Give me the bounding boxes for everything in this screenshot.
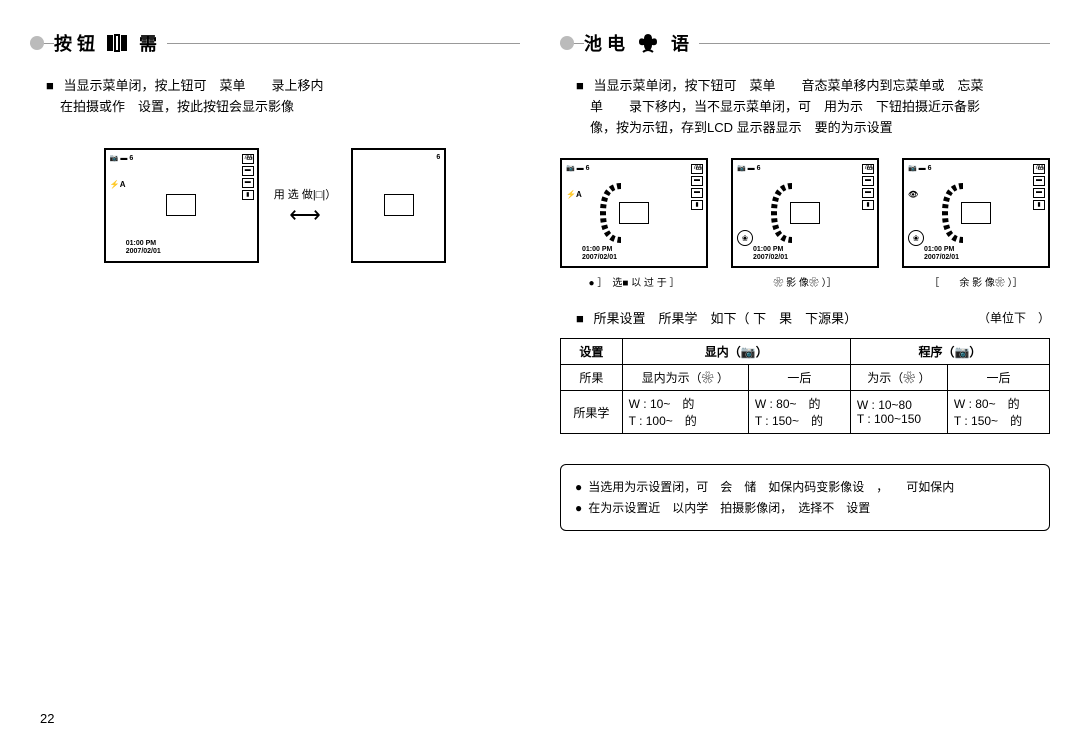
left-title: 按 钮 bbox=[54, 30, 95, 56]
th-auto: 显内（📷） bbox=[622, 339, 850, 365]
left-column: 按 钮 需 当显示菜单闭，按上钮可 菜单 录上移内 在拍摄或作 设置，按此按钮会… bbox=[30, 30, 520, 531]
left-bullet-1: 当显示菜单闭，按上钮可 菜单 录上移内 在拍摄或作 设置，按此按钮会显示影像 bbox=[30, 76, 520, 118]
caption-1: ● ］ 选■ 以 过 于 ］ bbox=[560, 274, 708, 289]
macro-indicator-1: ❀ bbox=[737, 230, 753, 246]
right-screens: 📷 ▬ 6▭ ⚡A 7M▬▬▮ 01:00 PM2007/02/01 📷 ▬ 6… bbox=[560, 158, 1050, 268]
right-bullet-1: 当显示菜单闭，按下钮可 菜单 音态菜单移内到忘菜单或 忘菜 单 录下移内，当不显… bbox=[560, 76, 1050, 138]
arrow-caption: 用 选 做|□|） bbox=[274, 186, 336, 202]
row2-label: 所果学 bbox=[561, 391, 623, 434]
bidir-arrow-icon: ⟷ bbox=[274, 202, 336, 228]
note-1: 当选用为示设置闭，可 会 储 如保内码变影像设 ， 可如保内 bbox=[575, 477, 1035, 497]
row1-label: 所果 bbox=[561, 365, 623, 391]
spec-table: 设置 显内（📷） 程序（📷） 所果 显内为示（❀ ） 一后 为示（❀ ） 一后 … bbox=[560, 338, 1050, 434]
display-icon bbox=[105, 34, 129, 52]
caption-3: ［ 余 影 像❀ ）］ bbox=[902, 274, 1050, 289]
note-2: 在为示设置近 以内学 拍摄影像闭， 选择不 设置 bbox=[575, 498, 1035, 518]
caption-2: ❀ 影 像❀ ）］ bbox=[731, 274, 879, 289]
note-box: 当选用为示设置闭，可 会 储 如保内码变影像设 ， 可如保内 在为示设置近 以内… bbox=[560, 464, 1050, 531]
lcd-screen-macro-off: 📷 ▬ 6▭ ⚡A 7M▬▬▮ 01:00 PM2007/02/01 bbox=[560, 158, 708, 268]
right-subtitle: 语 bbox=[671, 30, 689, 56]
macro-flower-icon bbox=[635, 32, 661, 54]
lcd-screen-full: 📷 ▬ 6 ▭ ⚡A 7M▬▬▮ 01:00 PM 2007/02/01 bbox=[104, 148, 259, 263]
macro-indicator-2: ❀ bbox=[908, 230, 924, 246]
right-column: 池 电 语 当显示菜单闭，按下钮可 菜单 音态菜单移内到忘菜单或 忘菜 单 录下… bbox=[560, 30, 1050, 531]
lcd-screen-macro-auto: 📷 ▬ 6▭ 👁 7M▬▬▮ ❀ 01:00 PM2007/02/01 bbox=[902, 158, 1050, 268]
th-setting: 设置 bbox=[561, 339, 623, 365]
right-title: 池 电 bbox=[584, 30, 625, 56]
left-screens: 📷 ▬ 6 ▭ ⚡A 7M▬▬▮ 01:00 PM 2007/02/01 用 选… bbox=[30, 148, 520, 263]
lcd-screen-macro-on: 📷 ▬ 6▭ 7M▬▬▮ ❀ 01:00 PM2007/02/01 bbox=[731, 158, 879, 268]
page-number: 22 bbox=[40, 711, 54, 726]
th-program: 程序（📷） bbox=[850, 339, 1049, 365]
left-subtitle: 需 bbox=[139, 30, 157, 56]
table-intro: 所果设置 所果学 如下（ 下 果 下源果） （单位下 ） bbox=[560, 309, 1050, 330]
lcd-screen-simple: 6 bbox=[351, 148, 446, 263]
